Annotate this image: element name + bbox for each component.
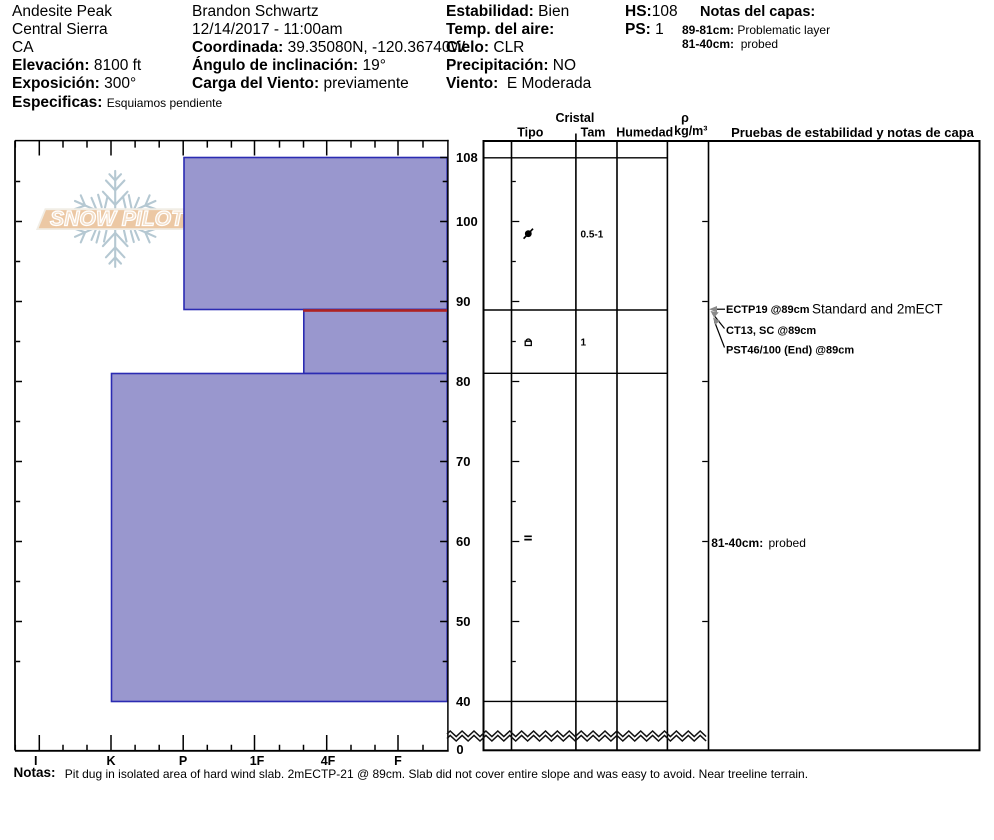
svg-text:81-40cm:: 81-40cm: xyxy=(711,536,763,550)
svg-text:Tam: Tam xyxy=(581,126,606,140)
svg-text:100: 100 xyxy=(456,214,478,229)
svg-text:Standard and 2mECT: Standard and 2mECT xyxy=(812,302,943,317)
svg-text:Pruebas de estabilidad y notas: Pruebas de estabilidad y notas de capa xyxy=(731,125,975,140)
svg-text:0.5-1: 0.5-1 xyxy=(581,229,604,240)
svg-text:P: P xyxy=(179,754,187,768)
svg-text:F: F xyxy=(394,754,402,768)
svg-text:1F: 1F xyxy=(250,754,265,768)
svg-text:60: 60 xyxy=(456,534,470,549)
svg-text:CT13, SC @89cm: CT13, SC @89cm xyxy=(726,325,816,337)
svg-text:Humedad: Humedad xyxy=(616,126,673,140)
svg-text:0: 0 xyxy=(456,742,463,757)
svg-text:108: 108 xyxy=(456,150,478,165)
svg-text:kg/m³: kg/m³ xyxy=(674,124,707,138)
svg-text:1: 1 xyxy=(581,338,587,349)
svg-text:70: 70 xyxy=(456,454,470,469)
svg-text:90: 90 xyxy=(456,294,470,309)
svg-text:PST46/100 (End) @89cm: PST46/100 (End) @89cm xyxy=(726,345,854,357)
svg-text:40: 40 xyxy=(456,694,470,709)
svg-text:4F: 4F xyxy=(321,754,336,768)
svg-text:Cristal: Cristal xyxy=(555,111,594,125)
svg-text:probed: probed xyxy=(769,536,806,550)
svg-text:K: K xyxy=(106,754,115,768)
svg-text:Tipo: Tipo xyxy=(517,126,544,140)
svg-text:I: I xyxy=(34,754,37,768)
svg-text:80: 80 xyxy=(456,374,470,389)
svg-text:ρ: ρ xyxy=(681,111,689,125)
svg-text:50: 50 xyxy=(456,614,470,629)
svg-text:ECTP19 @89cm: ECTP19 @89cm xyxy=(726,304,810,316)
svg-text:SNOW PILOT: SNOW PILOT xyxy=(50,207,186,230)
